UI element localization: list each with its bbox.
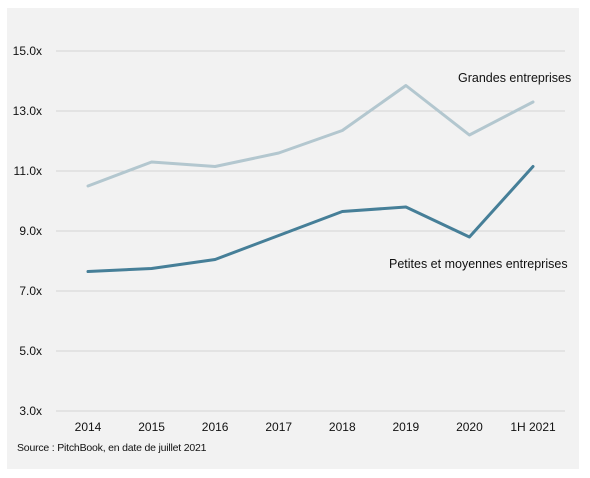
source-note: Source : PitchBook, en date de juillet 2… [17, 442, 207, 454]
x-tick-label: 2014 [75, 420, 102, 434]
y-tick-label: 3.0x [19, 404, 42, 418]
y-tick-label: 13.0x [13, 104, 42, 118]
y-tick-label: 5.0x [19, 344, 42, 358]
y-tick-label: 9.0x [19, 224, 42, 238]
series-label-petites-moyennes-entreprises: Petites et moyennes entreprises [389, 257, 568, 271]
y-tick-label: 11.0x [14, 164, 42, 178]
gridlines [56, 50, 565, 412]
x-tick-label: 2020 [456, 420, 483, 434]
x-tick-label: 2016 [202, 420, 229, 434]
x-axis-labels: 2014 2015 2016 2017 2018 2019 2020 1H 2021 [75, 420, 556, 434]
x-tick-label: 1H 2021 [510, 420, 556, 434]
series-line-1 [86, 165, 535, 273]
y-axis-labels: 3.0x 5.0x 7.0x 9.0x 11.0x 13.0x 15.0x [13, 44, 42, 418]
series-lines [86, 84, 535, 273]
chart-panel [7, 8, 579, 469]
x-tick-label: 2015 [138, 420, 165, 434]
series-line-0 [86, 84, 535, 188]
x-tick-label: 2019 [393, 420, 420, 434]
y-tick-label: 7.0x [19, 284, 42, 298]
series-label-grandes-entreprises: Grandes entreprises [458, 71, 571, 85]
x-tick-label: 2017 [265, 420, 292, 434]
x-tick-label: 2018 [329, 420, 356, 434]
y-tick-label: 15.0x [13, 44, 42, 58]
